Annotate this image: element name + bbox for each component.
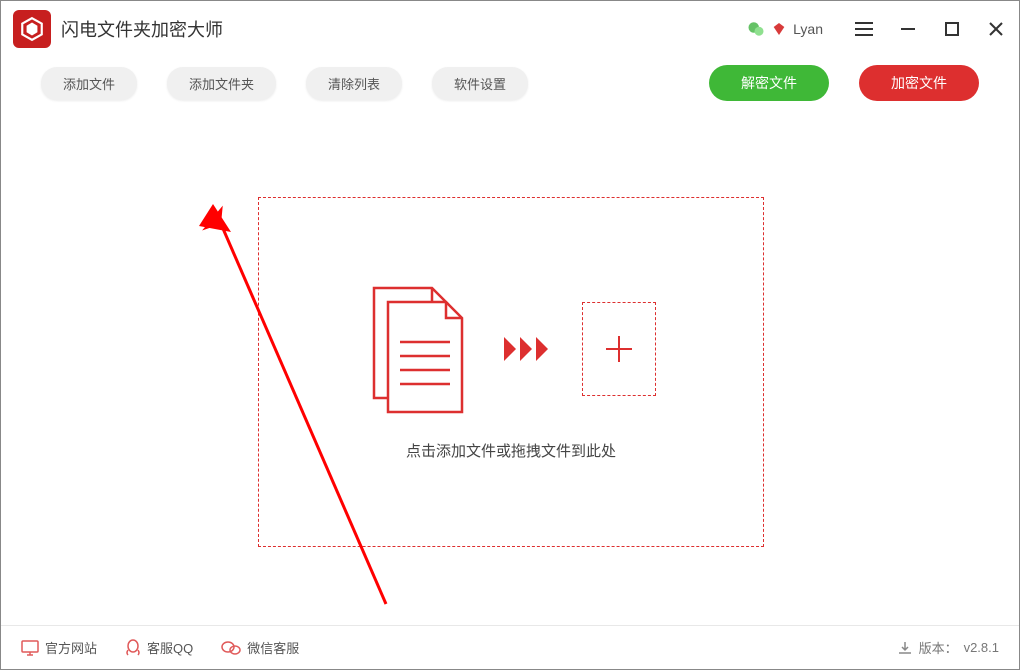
version-number: v2.8.1 [964, 640, 999, 655]
wechat-label: 微信客服 [247, 638, 299, 657]
minimize-button[interactable] [897, 18, 919, 40]
dropzone-hint: 点击添加文件或拖拽文件到此处 [406, 440, 616, 461]
wechat-support-icon [221, 640, 241, 656]
settings-button[interactable]: 软件设置 [432, 67, 528, 100]
download-icon [897, 640, 913, 656]
dropzone-graphics [366, 284, 656, 414]
app-title: 闪电文件夹加密大师 [61, 16, 223, 42]
wechat-icon [747, 20, 765, 38]
dropzone[interactable]: 点击添加文件或拖拽文件到此处 [258, 197, 764, 547]
titlebar: 闪电文件夹加密大师 Lyan [1, 1, 1019, 57]
qq-label: 客服QQ [147, 638, 193, 657]
official-website-link[interactable]: 官方网站 [21, 638, 97, 657]
gem-icon [771, 21, 787, 37]
qq-icon [125, 639, 141, 657]
qq-support-link[interactable]: 客服QQ [125, 638, 193, 657]
website-label: 官方网站 [45, 638, 97, 657]
app-logo [13, 10, 51, 48]
arrow-icon [504, 335, 554, 363]
version-info: 版本： v2.8.1 [897, 638, 999, 657]
version-label: 版本： [919, 638, 958, 657]
menu-button[interactable] [853, 18, 875, 40]
toolbar: 添加文件 添加文件夹 清除列表 软件设置 解密文件 加密文件 [1, 57, 1019, 119]
add-file-button[interactable]: 添加文件 [41, 67, 137, 100]
maximize-button[interactable] [941, 18, 963, 40]
encrypt-button[interactable]: 加密文件 [859, 65, 979, 101]
plus-icon [602, 332, 636, 366]
monitor-icon [21, 640, 39, 656]
document-icon [366, 284, 476, 414]
add-folder-button[interactable]: 添加文件夹 [167, 67, 276, 100]
decrypt-button[interactable]: 解密文件 [709, 65, 829, 101]
clear-list-button[interactable]: 清除列表 [306, 67, 402, 100]
user-area[interactable]: Lyan [747, 20, 823, 38]
main-area: 点击添加文件或拖拽文件到此处 [1, 119, 1019, 619]
window-controls [853, 18, 1007, 40]
add-target-box [582, 302, 656, 396]
close-button[interactable] [985, 18, 1007, 40]
footer: 官方网站 客服QQ 微信客服 版本： v2.8.1 [1, 625, 1019, 669]
wechat-support-link[interactable]: 微信客服 [221, 638, 299, 657]
username: Lyan [793, 21, 823, 37]
